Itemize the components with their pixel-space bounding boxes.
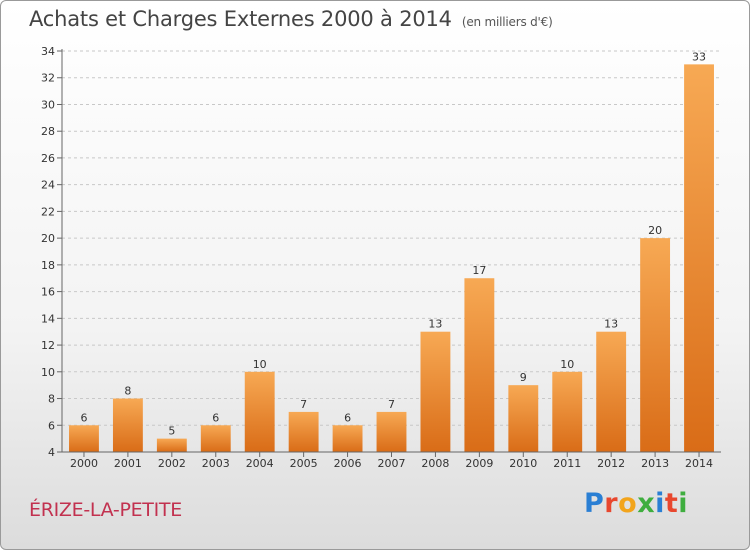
logo-letter: P [584, 488, 605, 519]
chart-title: Achats et Charges Externes 2000 à 2014 (e… [29, 7, 553, 31]
value-label: 6 [80, 411, 87, 424]
y-tick-label: 14 [41, 312, 55, 325]
bar-2014 [684, 64, 714, 452]
bar-2004 [244, 371, 275, 452]
bar-2011 [552, 371, 583, 452]
x-tick-label: 2014 [685, 457, 713, 470]
y-tick-label: 24 [41, 179, 55, 192]
y-tick-label: 28 [41, 125, 55, 138]
value-label: 10 [253, 358, 267, 371]
bar-2005 [288, 411, 319, 452]
y-tick-label: 30 [41, 98, 55, 111]
logo-letter: t [664, 488, 679, 519]
chart-unit: (en milliers d'€) [461, 15, 553, 29]
x-tick-label: 2007 [378, 457, 406, 470]
chart-title-text: Achats et Charges Externes 2000 à 2014 [29, 7, 452, 31]
value-label: 7 [300, 398, 307, 411]
proxiti-logo: Proxiti [584, 488, 688, 519]
logo-letter: i [655, 488, 665, 519]
x-tick-label: 2011 [553, 457, 581, 470]
bar-2008 [420, 331, 451, 452]
value-label: 9 [520, 371, 527, 384]
bar-2000 [69, 425, 99, 452]
bar-2001 [112, 398, 143, 452]
value-label: 6 [344, 411, 351, 424]
logo-letter: o [618, 488, 638, 519]
bar-2010 [508, 385, 539, 452]
value-label: 33 [692, 50, 706, 63]
x-tick-label: 2000 [70, 457, 98, 470]
value-label: 20 [648, 224, 662, 237]
bar-2012 [596, 331, 627, 452]
y-tick-label: 20 [41, 232, 55, 245]
bar-2006 [332, 425, 363, 452]
x-tick-label: 2008 [421, 457, 449, 470]
y-tick-label: 32 [41, 72, 55, 85]
bar-2003 [200, 425, 231, 452]
x-tick-label: 2002 [158, 457, 186, 470]
y-tick-label: 34 [41, 45, 55, 58]
y-tick-label: 18 [41, 259, 55, 272]
value-label: 10 [560, 358, 574, 371]
value-label: 13 [604, 318, 618, 331]
x-tick-label: 2005 [290, 457, 318, 470]
x-tick-label: 2006 [334, 457, 362, 470]
y-tick-label: 16 [41, 286, 55, 299]
y-tick-label: 26 [41, 152, 55, 165]
bar-2007 [376, 411, 407, 452]
y-tick-label: 10 [41, 366, 55, 379]
y-tick-label: 12 [41, 339, 55, 352]
x-tick-label: 2001 [114, 457, 142, 470]
x-tick-label: 2013 [641, 457, 669, 470]
x-tick-label: 2003 [202, 457, 230, 470]
value-label: 5 [168, 425, 175, 438]
logo-letter: i [678, 488, 689, 519]
commune-name: ÉRIZE-LA-PETITE [29, 499, 182, 521]
value-label: 17 [472, 264, 486, 277]
logo-letter: x [637, 488, 656, 519]
bar-2002 [156, 438, 187, 452]
x-tick-label: 2010 [509, 457, 537, 470]
y-tick-label: 6 [48, 419, 55, 432]
y-tick-label: 22 [41, 205, 55, 218]
x-tick-label: 2004 [246, 457, 274, 470]
bar-2009 [464, 278, 495, 452]
y-tick-label: 4 [48, 446, 55, 459]
value-label: 8 [124, 385, 131, 398]
y-tick-label: 8 [48, 393, 55, 406]
x-tick-label: 2012 [597, 457, 625, 470]
value-label: 7 [388, 398, 395, 411]
logo-letter: r [604, 488, 619, 519]
value-label: 13 [428, 318, 442, 331]
x-tick-label: 2009 [465, 457, 493, 470]
value-label: 6 [212, 411, 219, 424]
bar-2013 [640, 238, 671, 452]
